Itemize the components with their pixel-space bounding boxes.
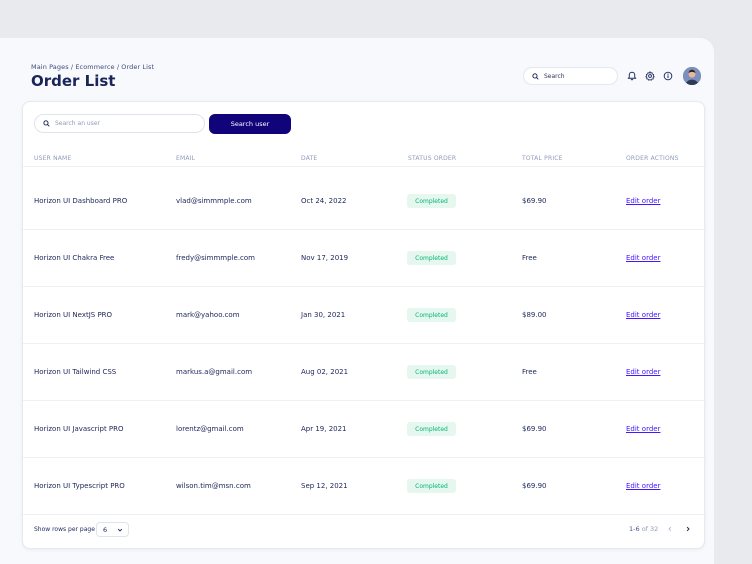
cell-email: lorentz@gmail.com [176, 425, 244, 433]
cell-total-price: $69.90 [522, 425, 547, 433]
pagination-range: 1-6 [629, 525, 640, 533]
column-header-date: DATE [301, 155, 318, 162]
edit-order-link[interactable]: Edit order [626, 425, 661, 433]
cell-user-name: Horizon UI Tailwind CSS [34, 368, 117, 376]
status-badge: Completed [407, 194, 456, 208]
table-row: Horizon UI Javascript PRO lorentz@gmail.… [23, 401, 706, 458]
cell-date: Apr 19, 2021 [301, 425, 347, 433]
rows-per-page-label: Show rows per page [34, 526, 95, 533]
chevron-down-icon [117, 528, 123, 532]
chevron-right-icon [686, 526, 690, 532]
cell-email: vlad@simmmple.com [176, 197, 252, 205]
edit-order-link[interactable]: Edit order [626, 368, 661, 376]
column-header-status: STATUS ORDER [408, 155, 457, 162]
orders-card: Search user USER NAME EMAIL DATE STATUS … [22, 101, 706, 549]
cell-total-price: $69.90 [522, 197, 547, 205]
table-row: Horizon UI Chakra Free fredy@simmmple.co… [23, 230, 706, 287]
avatar[interactable] [683, 67, 701, 85]
pagination-total: of 32 [641, 525, 659, 533]
chevron-left-icon [668, 526, 672, 532]
status-badge: Completed [407, 308, 456, 322]
status-badge: Completed [407, 365, 456, 379]
cell-total-price: $69.90 [522, 482, 547, 490]
settings-button[interactable] [643, 69, 657, 83]
edit-order-link[interactable]: Edit order [626, 197, 661, 205]
header-divider [23, 166, 706, 167]
user-search-field[interactable] [34, 114, 205, 133]
table-row: Horizon UI Typescript PRO wilson.tim@msn… [23, 458, 706, 515]
app-frame: Main Pages / Ecommerce / Order List Orde… [0, 38, 714, 564]
previous-page-button[interactable] [663, 522, 677, 536]
header-search-input[interactable]: Search [523, 67, 618, 85]
status-badge: Completed [407, 479, 456, 493]
cell-email: fredy@simmmple.com [176, 254, 255, 262]
cell-date: Aug 02, 2021 [301, 368, 349, 376]
edit-order-link[interactable]: Edit order [626, 311, 661, 319]
next-page-button[interactable] [681, 522, 695, 536]
cell-total-price: Free [522, 368, 537, 376]
search-icon [43, 120, 50, 127]
cell-total-price: Free [522, 254, 537, 262]
cell-user-name: Horizon UI Chakra Free [34, 254, 115, 262]
cell-user-name: Horizon UI NextJS PRO [34, 311, 113, 319]
cell-email: markus.a@gmail.com [176, 368, 253, 376]
rows-per-page-select[interactable]: 6 [96, 522, 129, 537]
status-badge: Completed [407, 251, 456, 265]
cell-date: Jan 30, 2021 [301, 311, 346, 319]
edit-order-link[interactable]: Edit order [626, 254, 661, 262]
rows-per-page-value: 6 [103, 525, 108, 534]
table-row: Horizon UI NextJS PRO mark@yahoo.com Jan… [23, 287, 706, 344]
page-title: Order List [31, 72, 116, 90]
cell-date: Nov 17, 2019 [301, 254, 349, 262]
status-badge: Completed [407, 422, 456, 436]
column-header-total-price: TOTAL PRICE [522, 155, 563, 162]
cell-user-name: Horizon UI Javascript PRO [34, 425, 124, 433]
pagination-info: 1-6 of 32 [629, 525, 658, 533]
bell-icon [627, 71, 637, 81]
breadcrumb[interactable]: Main Pages / Ecommerce / Order List [31, 63, 155, 71]
info-button[interactable] [661, 69, 675, 83]
cell-date: Oct 24, 2022 [301, 197, 347, 205]
avatar-image [683, 67, 701, 85]
info-icon [663, 71, 673, 81]
cell-date: Sep 12, 2021 [301, 482, 348, 490]
edit-order-link[interactable]: Edit order [626, 482, 661, 490]
search-user-button[interactable]: Search user [209, 114, 291, 134]
search-icon [532, 72, 539, 80]
table-row: Horizon UI Dashboard PRO vlad@simmmple.c… [23, 173, 706, 230]
gear-icon [645, 71, 655, 81]
header-search-placeholder: Search [544, 72, 565, 80]
notifications-button[interactable] [625, 69, 639, 83]
column-header-email: EMAIL [176, 155, 196, 162]
column-header-order-actions: ORDER ACTIONS [626, 155, 679, 162]
user-search-input[interactable] [55, 120, 195, 127]
cell-user-name: Horizon UI Typescript PRO [34, 482, 125, 490]
table-row: Horizon UI Tailwind CSS markus.a@gmail.c… [23, 344, 706, 401]
cell-email: mark@yahoo.com [176, 311, 240, 319]
cell-user-name: Horizon UI Dashboard PRO [34, 197, 128, 205]
cell-total-price: $89.00 [522, 311, 547, 319]
column-header-user-name: USER NAME [34, 155, 72, 162]
cell-email: wilson.tim@msn.com [176, 482, 251, 490]
